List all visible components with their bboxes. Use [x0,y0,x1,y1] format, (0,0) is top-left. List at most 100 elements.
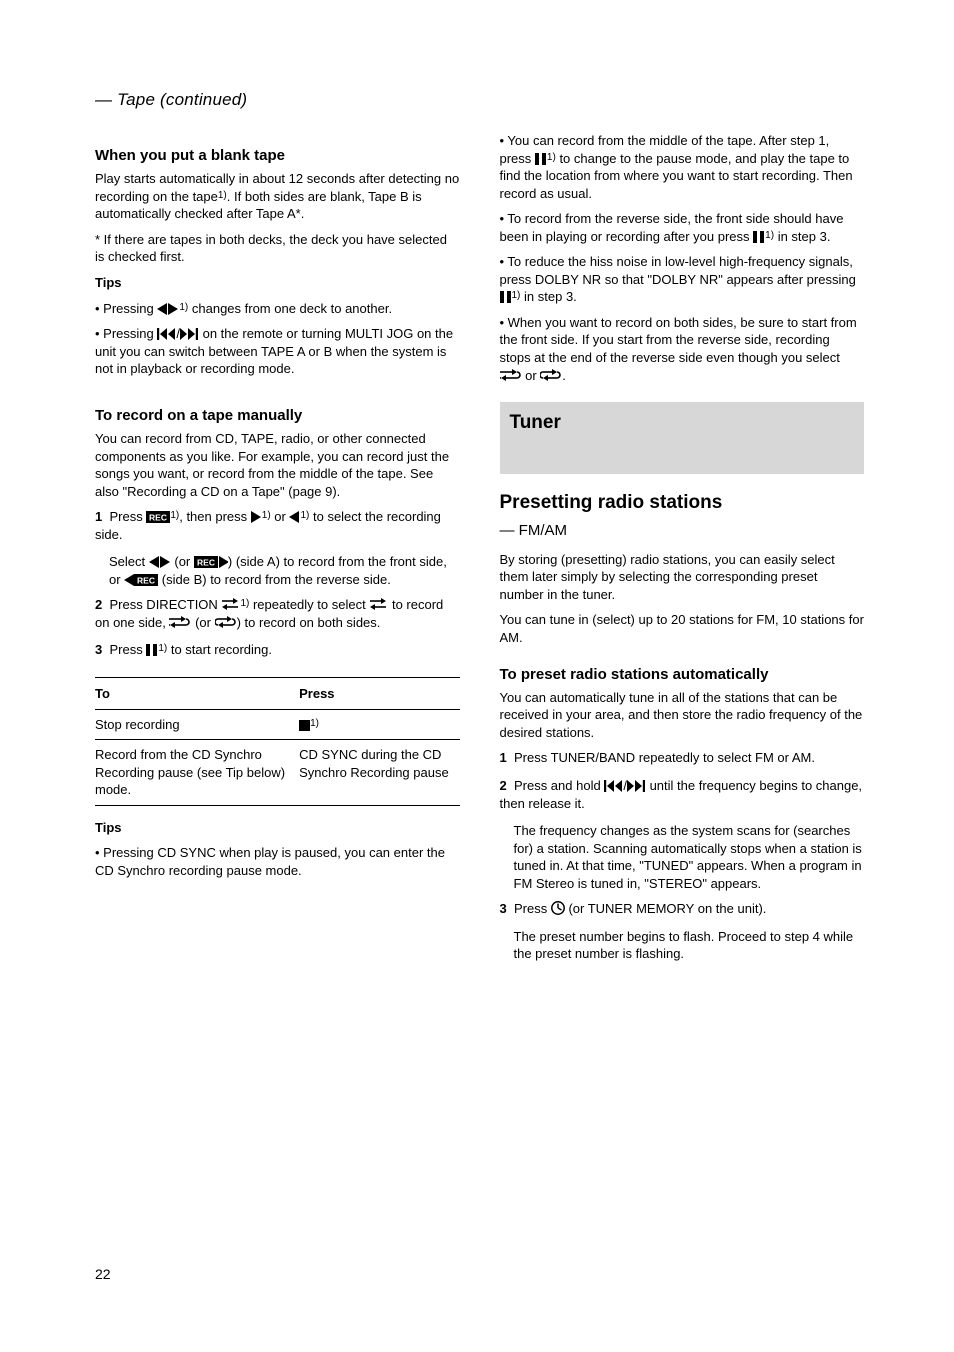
text: to start recording. [171,642,272,657]
step-num: 2 [95,597,102,612]
heading-blank-tape: When you put a blank tape [95,146,460,166]
step-r1: 1 Press TUNER/BAND repeatedly to select … [500,749,865,767]
table-row: Stop recording 1) [95,713,460,737]
step-r3-body: The preset number begins to flash. Proce… [514,928,865,963]
tip: • Pressing CD SYNC when play is paused, … [95,844,460,879]
divider [95,739,460,740]
operations-table: To Press Stop recording 1) Record from t… [95,682,460,809]
text: Press [109,509,146,524]
table-col-header: Press [299,682,459,706]
divider [95,677,460,678]
play-right-icon [168,303,179,315]
text: changes from one deck to another. [188,301,392,316]
footnote-marker: 1) [547,152,556,163]
play-right-icon [160,556,171,568]
tip: • Pressing 1) changes from one deck to a… [95,300,460,318]
text: Presetting radio stations [500,492,723,513]
cell: Stop recording [95,713,299,737]
skip-next-icon [627,780,646,792]
svg-text:REC: REC [197,558,215,568]
footnote-marker: 1) [512,290,521,301]
text: Press and hold [514,778,604,793]
section-title: Presetting radio stations [500,492,865,515]
footnote-marker: 1) [765,230,774,241]
text: (side B) to record from the reverse side… [162,572,391,587]
direction-relay-icon [215,616,237,629]
text: Press TUNER/BAND repeatedly to select FM… [514,750,815,765]
play-left-icon [289,511,300,523]
step-num: 2 [500,778,507,793]
text: , then press [179,509,251,524]
skip-prev-icon [604,780,623,792]
divider [95,805,460,806]
skip-prev-icon [157,328,176,340]
cell: 1) [299,713,459,737]
direction-loop-icon [500,369,522,382]
play-left-icon [157,303,168,315]
tip: • To reduce the hiss noise in low-level … [500,253,865,306]
text: to record on both sides. [245,615,381,630]
tips-label: Tips [95,819,460,837]
tip: • When you want to record on both sides,… [500,314,865,384]
tuner-section-banner: Tuner [500,402,865,474]
text: Press [514,901,551,916]
cell: Record from the CD Synchro Recording pau… [95,743,299,802]
play-left-icon [149,556,160,568]
continued-note: — Tape (continued) [95,90,864,110]
direction-one-icon [221,598,240,611]
rec-play-icon: REC [194,556,228,568]
text: repeatedly to select [253,597,369,612]
footnote: * If there are tapes in both decks, the … [95,231,460,266]
pause-icon [500,291,512,303]
footnote-marker: 1) [262,510,271,521]
tip: • To record from the reverse side, the f… [500,210,865,245]
para: You can tune in (select) up to 20 statio… [500,611,865,646]
step-num: 3 [95,642,102,657]
footnote-marker: 1) [218,190,227,201]
skip-next-icon [180,328,199,340]
footnote-marker: 1) [158,643,167,654]
para: You can record from CD, TAPE, radio, or … [95,430,460,500]
step-2: 2 Press DIRECTION 1) repeatedly to selec… [95,596,460,631]
text: Select [109,554,149,569]
play-right-icon [251,511,262,523]
step-r2: 2 Press and hold / until the frequency b… [500,777,865,812]
divider [95,709,460,710]
text: in step 3. [524,289,577,304]
table-row: Record from the CD Synchro Recording pau… [95,743,460,802]
tips-label: Tips [95,274,460,292]
stop-icon [299,720,310,731]
footnote-marker: 1) [179,302,188,313]
footnote-marker: 1) [170,510,179,521]
table-col-header: To [95,682,299,706]
step-num: 1 [500,750,507,765]
step-1-body: Select (or REC) (side A) to record from … [109,553,460,588]
direction-relay-icon [540,369,562,382]
step-r2-body: The frequency changes as the system scan… [514,822,865,892]
heading-preset-auto: To preset radio stations automatically [500,665,865,685]
clock-icon [551,901,565,915]
para: You can automatically tune in all of the… [500,689,865,742]
step-r3: 3 Press (or TUNER MEMORY on the unit). [500,900,865,918]
footnote-marker: 1) [240,598,249,609]
text: Press [109,642,146,657]
step-num: 3 [500,901,507,916]
two-column-layout: When you put a blank tape Play starts au… [95,132,864,971]
footnote-marker: 1) [310,718,319,729]
step-num: 1 [95,509,102,524]
heading-record-manually: To record on a tape manually [95,406,460,426]
step-3: 3 Press 1) to start recording. [95,641,460,659]
text: • Pressing [95,301,157,316]
text: • Pressing [95,326,157,341]
step-1: 1 Press REC1), then press 1) or 1) to se… [95,508,460,543]
text: in step 3. [778,229,831,244]
text: (or TUNER MEMORY on the unit). [568,901,766,916]
text: . [562,368,566,383]
tip: • Pressing / on the remote or turning MU… [95,325,460,378]
left-column: When you put a blank tape Play starts au… [95,132,460,971]
tip: • You can record from the middle of the … [500,132,865,202]
right-column: • You can record from the middle of the … [500,132,865,971]
text: Press DIRECTION [109,597,221,612]
section-subtitle: — FM/AM [500,521,865,541]
page-number: 22 [95,1266,111,1282]
